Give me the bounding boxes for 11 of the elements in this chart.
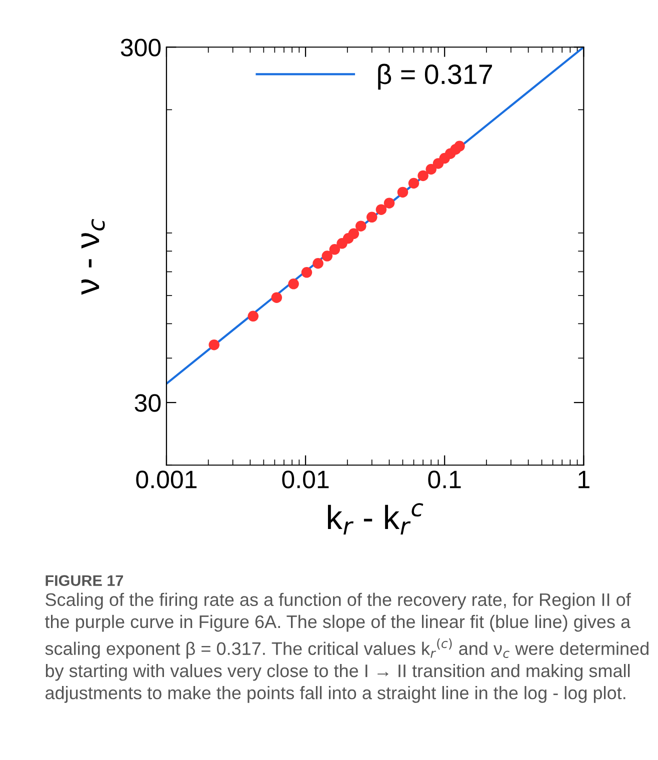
x-tick-label: 0.1 [428, 470, 461, 488]
y-axis-title: ν - ν$_{c}$ [81, 219, 105, 295]
caption: FIGURE 17 [46, 575, 124, 586]
x-axis-title: k$_{r}$ - k$_{r}$$^{c}$ [328, 503, 424, 534]
y-tick-label: 300 [120, 38, 161, 56]
y-tick-label: 30 [134, 394, 161, 412]
x-tick-label: 1 [578, 470, 590, 488]
x-tick-label: 0.01 [282, 470, 329, 488]
legend-label: β = 0.317 [378, 64, 492, 90]
text: Scaling of the firing rate as a function of the recovery rate, for Region II of the purple curve in Figure 6A. The slope of the linear fit (blue line) gives a scaling exponent β = 0.317. The critical values k$_{r}$$^{(c)}$ and ν$_{c}$ were determined by starting with values very close to the I → II transition and making small adjustments to make the points fall into a straight line in the log - log plot. [45, 592, 648, 703]
x-tick-label: 0.001 [136, 470, 197, 488]
